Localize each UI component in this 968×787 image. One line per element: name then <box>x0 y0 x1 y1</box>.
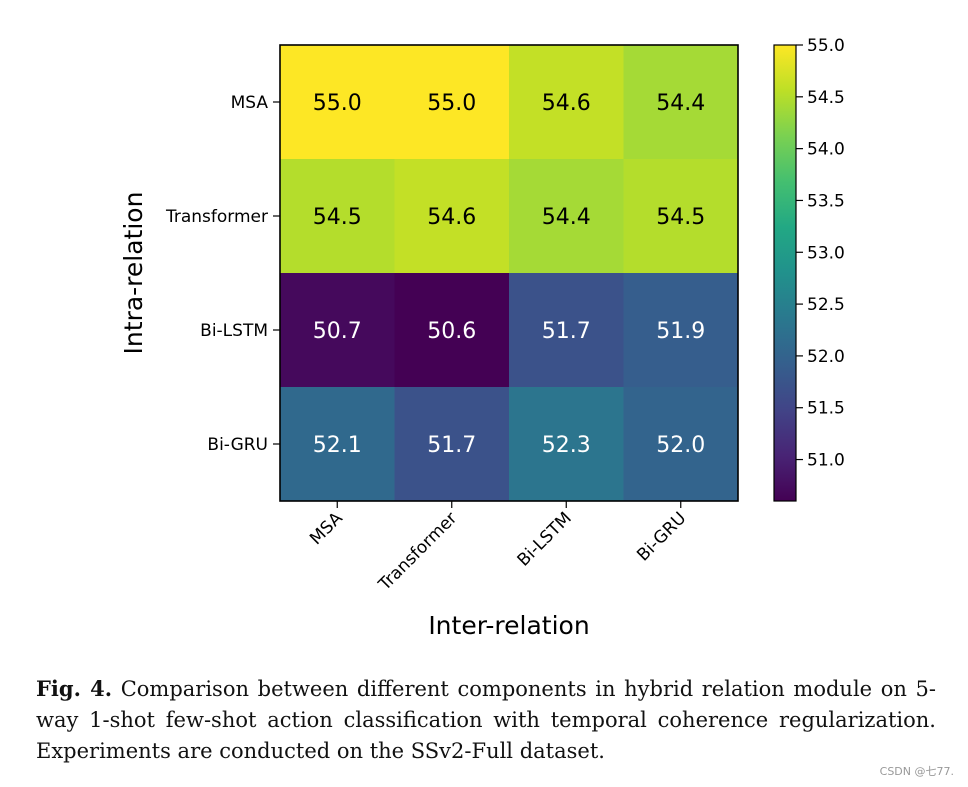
colorbar-tick-label: 51.0 <box>807 451 845 471</box>
cell-value-label: 54.5 <box>656 205 705 230</box>
heatmap-cell <box>509 387 624 502</box>
y-tick-label: MSA <box>231 93 269 113</box>
cell-value-label: 51.7 <box>427 433 476 458</box>
y-axis-ticks: MSA Transformer Bi-LSTM Bi-GRU <box>165 93 280 455</box>
heatmap-cell <box>280 159 395 274</box>
cell-value-label: 54.6 <box>427 205 476 230</box>
cell-value-label: 52.0 <box>656 433 705 458</box>
cell-value-label: 50.7 <box>313 319 362 344</box>
cell-value-label: 52.1 <box>313 433 362 458</box>
cell-value-label: 55.0 <box>313 91 362 116</box>
colorbar-tick-label: 53.0 <box>807 243 845 263</box>
heatmap-cell <box>280 45 395 160</box>
heatmap-cells <box>280 45 739 502</box>
y-tick-label: Transformer <box>165 207 268 227</box>
cell-value-label: 50.6 <box>427 319 476 344</box>
cell-value-label: 51.7 <box>542 319 591 344</box>
x-tick-label: Transformer <box>374 508 461 595</box>
heatmap-cell <box>394 387 510 502</box>
heatmap-cell <box>623 273 739 388</box>
heatmap-cell-labels: 55.0 55.0 54.6 54.4 54.5 54.6 54.4 54.5 50.7 50.6… <box>313 91 705 458</box>
x-tick-label: Bi-LSTM <box>514 508 576 570</box>
cell-value-label: 54.4 <box>542 205 591 230</box>
colorbar-tick-label: 54.0 <box>807 140 845 160</box>
figure-caption: Fig. 4. Comparison between different com… <box>36 673 936 767</box>
cell-value-label: 51.9 <box>656 319 705 344</box>
colorbar <box>773 44 797 502</box>
heatmap-cell <box>509 45 624 160</box>
heatmap-cell <box>509 159 624 274</box>
heatmap-cell <box>280 387 395 502</box>
heatmap-cell <box>280 273 395 388</box>
watermark: CSDN @七77. <box>879 765 954 778</box>
heatmap-cell <box>394 159 510 274</box>
y-axis-label: Intra-relation <box>119 192 148 355</box>
x-axis-label: Inter-relation <box>428 611 589 640</box>
colorbar-tick-label: 52.0 <box>807 347 845 367</box>
heatmap-cell <box>394 273 510 388</box>
cell-value-label: 54.5 <box>313 205 362 230</box>
cell-value-label: 52.3 <box>542 433 591 458</box>
colorbar-tick-label: 53.5 <box>807 191 845 211</box>
heatmap-cell <box>623 45 739 160</box>
heatmap-cell <box>623 387 739 502</box>
x-axis-ticks: MSA Transformer Bi-LSTM Bi-GRU <box>306 501 690 595</box>
plot-frame <box>279 44 739 502</box>
colorbar-tick-label: 51.5 <box>807 399 845 419</box>
cell-value-label: 55.0 <box>427 91 476 116</box>
cell-value-label: 54.6 <box>542 91 591 116</box>
cell-value-label: 54.4 <box>656 91 705 116</box>
caption-text: Comparison between different components … <box>36 677 936 763</box>
y-tick-label: Bi-GRU <box>207 435 268 455</box>
x-tick-label: MSA <box>306 508 347 549</box>
colorbar-ticks: 55.0 54.5 54.0 53.5 53.0 52.5 52.0 51.5 51.0 <box>796 36 845 471</box>
heatmap-cell <box>623 159 739 274</box>
heatmap-cell <box>509 273 624 388</box>
y-tick-label: Bi-LSTM <box>200 321 268 341</box>
colorbar-tick-label: 52.5 <box>807 295 845 315</box>
caption-label: Fig. 4. <box>36 676 113 701</box>
colorbar-tick-label: 55.0 <box>807 36 845 56</box>
colorbar-tick-label: 54.5 <box>807 88 845 108</box>
heatmap-cell <box>394 45 510 160</box>
x-tick-label: Bi-GRU <box>633 508 690 565</box>
